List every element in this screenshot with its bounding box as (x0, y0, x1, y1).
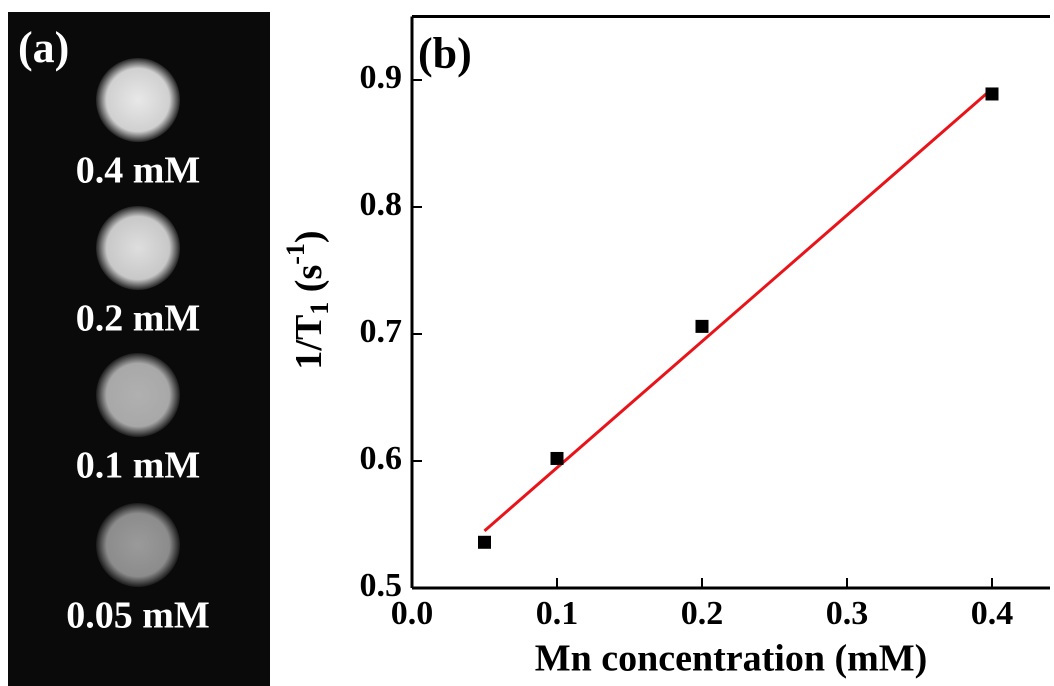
data-point (696, 320, 709, 333)
x-tick-label: 0.3 (826, 595, 869, 632)
x-tick-label: 0.1 (536, 595, 579, 632)
y-axis-label-part: ) (288, 230, 330, 243)
data-point (478, 536, 491, 549)
y-tick-label: 0.8 (360, 186, 403, 223)
x-tick-label: 0.2 (681, 595, 724, 632)
y-tick-label: 0.9 (360, 59, 403, 96)
y-axis-label-part: 1 (305, 302, 334, 315)
x-axis-label: Mn concentration (mM) (535, 638, 928, 680)
data-point (986, 87, 999, 100)
y-tick-label: 0.7 (360, 313, 403, 350)
y-tick-label: 0.5 (360, 567, 403, 604)
y-axis-label: 1/T1 (s-1) (281, 230, 334, 369)
sample-spot (96, 503, 180, 587)
concentration-label: 0.05 mM (66, 595, 210, 637)
sample-spot (96, 58, 180, 142)
y-axis-label-part: -1 (281, 243, 310, 265)
figure: (a) (b) Mn concentration (mM) 1/T1 (s-1)… (0, 0, 1054, 686)
concentration-label: 0.1 mM (76, 445, 201, 487)
concentration-label: 0.4 mM (76, 150, 201, 192)
data-point (551, 452, 564, 465)
x-tick-label: 0.4 (971, 595, 1014, 632)
concentration-label: 0.2 mM (76, 298, 201, 340)
panel-label: (a) (18, 23, 69, 72)
y-axis-label-part: 1/T (288, 315, 330, 370)
sample-spot (96, 206, 180, 290)
y-tick-label: 0.6 (360, 440, 403, 477)
y-axis-label-group: 1/T1 (s-1) (281, 230, 334, 369)
y-axis-label-part: (s (288, 265, 330, 302)
sample-spot (96, 353, 180, 437)
panel-label: (b) (418, 29, 472, 78)
